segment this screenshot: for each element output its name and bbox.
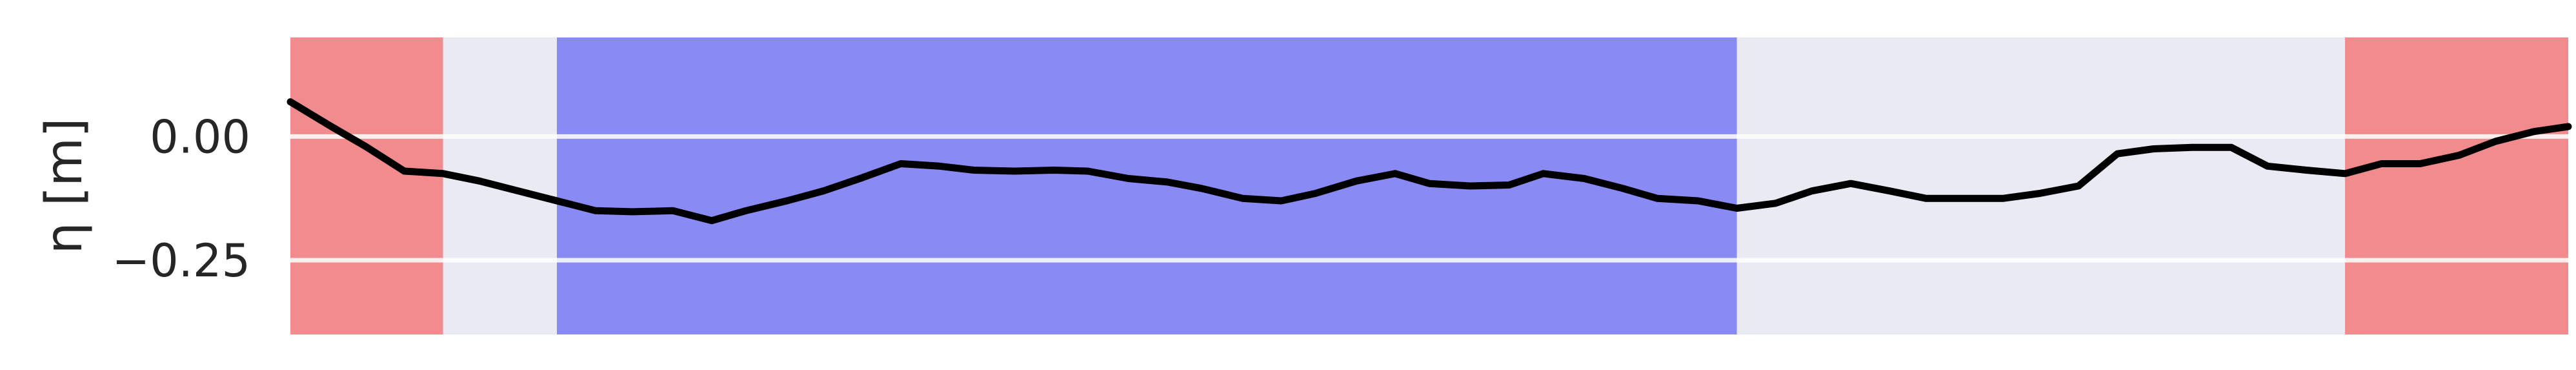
grid-lines (290, 134, 2568, 263)
y-tick-labels: 0.00 −0.25 (112, 110, 250, 287)
y-tick-label: 0.00 (150, 110, 250, 163)
highlight-regions (290, 37, 2568, 334)
y-tick-label: −0.25 (112, 234, 250, 287)
highlight-region-1 (290, 37, 443, 334)
highlight-region-3 (2345, 37, 2568, 334)
series-line (287, 98, 2572, 225)
y-axis-label: η [m] (35, 118, 94, 254)
highlight-region-2 (557, 37, 1737, 334)
